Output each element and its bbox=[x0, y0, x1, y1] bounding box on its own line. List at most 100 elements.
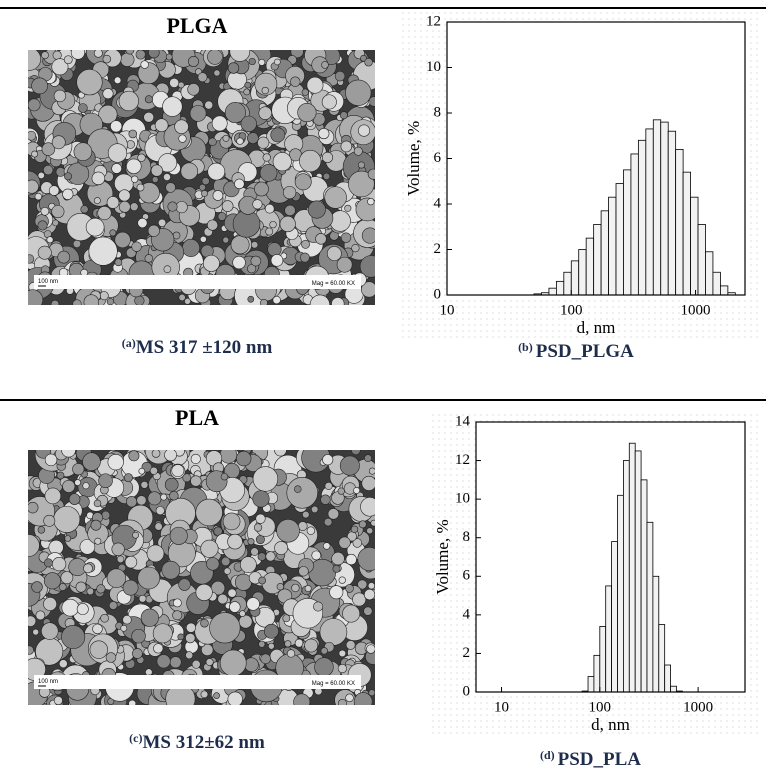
bar bbox=[605, 585, 612, 693]
particle bbox=[195, 583, 213, 601]
panel-title: PLA bbox=[175, 405, 219, 430]
particle bbox=[318, 127, 330, 140]
caption-text: PSD_PLGA bbox=[536, 341, 634, 362]
particle bbox=[250, 241, 259, 249]
particle bbox=[217, 593, 228, 605]
particle bbox=[162, 96, 183, 117]
particle bbox=[158, 153, 178, 173]
particle bbox=[114, 258, 123, 267]
particle bbox=[232, 255, 246, 270]
particle bbox=[102, 54, 112, 64]
bar bbox=[720, 285, 729, 296]
particle bbox=[195, 498, 223, 527]
particle bbox=[360, 497, 375, 517]
particle bbox=[208, 137, 217, 147]
bar bbox=[652, 119, 662, 296]
particle bbox=[359, 255, 375, 278]
particle bbox=[297, 102, 317, 123]
particle bbox=[255, 535, 265, 545]
particle bbox=[28, 501, 39, 514]
particle bbox=[68, 493, 81, 505]
particle bbox=[322, 542, 331, 550]
particle bbox=[28, 50, 41, 71]
particle bbox=[51, 556, 67, 572]
caption-text: MS 312±62 nm bbox=[143, 732, 265, 753]
particle bbox=[234, 178, 245, 190]
particle bbox=[140, 480, 149, 489]
bar bbox=[667, 130, 677, 296]
particle bbox=[34, 192, 43, 201]
particle bbox=[363, 588, 375, 601]
particle bbox=[105, 652, 117, 663]
particle bbox=[94, 537, 102, 545]
bar bbox=[670, 685, 677, 693]
particle bbox=[56, 471, 65, 480]
particle bbox=[122, 615, 132, 625]
particle bbox=[206, 219, 219, 231]
particle bbox=[212, 190, 224, 201]
particle bbox=[364, 454, 372, 463]
particle bbox=[260, 298, 268, 305]
particle bbox=[322, 454, 334, 466]
particle bbox=[200, 690, 209, 699]
particle bbox=[351, 450, 361, 456]
particle bbox=[83, 563, 93, 574]
bar bbox=[658, 624, 666, 693]
particle bbox=[79, 539, 96, 555]
particle bbox=[353, 692, 373, 705]
y-tick-label: 10 bbox=[455, 491, 470, 507]
particle bbox=[169, 656, 182, 669]
particle bbox=[132, 648, 143, 659]
y-axis-label: Volume, % bbox=[404, 121, 423, 196]
x-tick-label: 10 bbox=[440, 302, 455, 318]
particle bbox=[286, 477, 318, 509]
caption: (d) PSD_PLA bbox=[540, 748, 641, 770]
particle bbox=[257, 552, 267, 561]
particle bbox=[163, 173, 171, 181]
particle bbox=[108, 601, 118, 610]
particle bbox=[260, 653, 271, 665]
particle bbox=[302, 510, 310, 519]
particle bbox=[188, 55, 200, 67]
y-tick-label: 2 bbox=[463, 645, 471, 661]
particle bbox=[118, 90, 139, 112]
particle bbox=[147, 491, 162, 506]
particle bbox=[267, 242, 282, 257]
particle bbox=[272, 152, 292, 172]
caption: (b) PSD_PLGA bbox=[518, 340, 634, 362]
particle bbox=[128, 450, 140, 462]
y-tick-label: 8 bbox=[434, 104, 442, 120]
particle bbox=[368, 689, 375, 697]
particle bbox=[221, 556, 231, 567]
particle bbox=[174, 119, 189, 134]
particle bbox=[247, 538, 255, 546]
particle bbox=[201, 189, 208, 197]
particles bbox=[28, 450, 375, 705]
bar bbox=[623, 169, 632, 296]
particle bbox=[204, 100, 214, 110]
bar bbox=[623, 460, 630, 693]
particle bbox=[322, 172, 331, 180]
y-axis-label: Volume, % bbox=[433, 519, 452, 594]
particle bbox=[51, 58, 69, 76]
particle bbox=[70, 50, 86, 60]
particle bbox=[269, 220, 277, 229]
particle bbox=[41, 142, 56, 156]
particle bbox=[140, 608, 159, 627]
particle bbox=[149, 466, 158, 475]
particle bbox=[137, 217, 148, 229]
particle bbox=[213, 69, 221, 77]
particle bbox=[53, 696, 63, 705]
particle bbox=[254, 181, 269, 197]
particle bbox=[311, 505, 319, 514]
particle bbox=[143, 111, 155, 123]
bar bbox=[660, 121, 669, 296]
particle bbox=[252, 490, 270, 508]
particle bbox=[41, 622, 59, 640]
particle bbox=[138, 594, 147, 603]
particle bbox=[221, 200, 234, 212]
y-tick-label: 0 bbox=[434, 286, 442, 302]
particle bbox=[324, 481, 333, 490]
particle bbox=[31, 581, 43, 593]
particle bbox=[148, 50, 160, 59]
